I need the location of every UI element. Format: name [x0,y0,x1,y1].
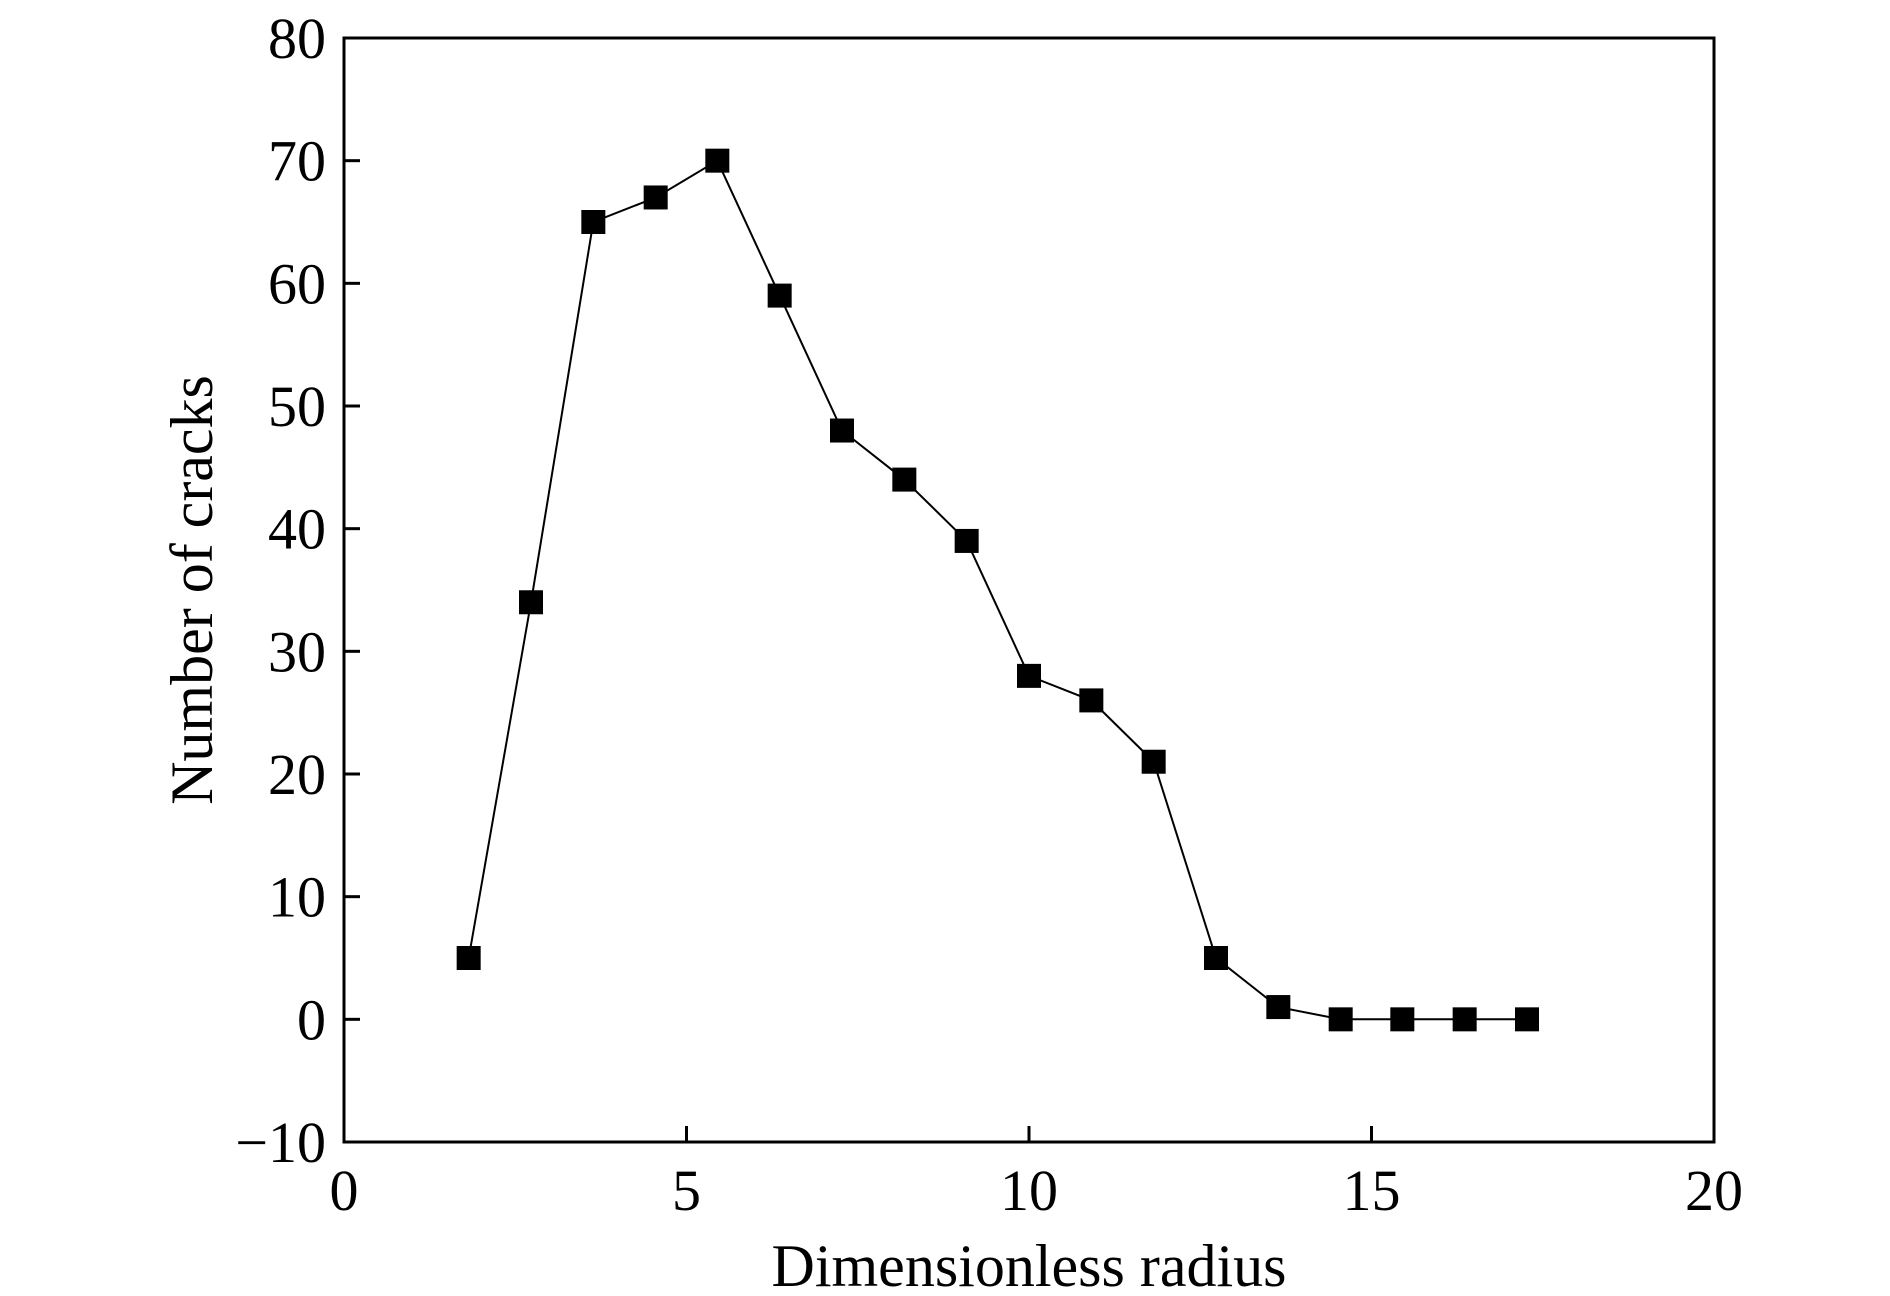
x-tick-label: 5 [672,1158,701,1223]
data-point [1017,663,1041,688]
plot-frame [342,36,1716,1144]
y-tick-label: 70 [268,129,326,194]
data-point [829,418,854,443]
y-tick-label: 40 [268,497,326,562]
y-tick-label: 80 [268,6,326,71]
x-tick-label: 20 [1685,1158,1743,1223]
data-point [767,283,792,308]
data-point [519,590,544,615]
y-tick-label: −10 [235,1110,326,1175]
y-tick-label: 10 [268,865,326,930]
data-point [1204,946,1229,970]
data-point [581,210,606,234]
data-point [954,528,979,553]
series-line [467,159,1527,1021]
data-point [705,148,730,173]
data-point [643,185,668,210]
series-line-group [467,159,1527,1021]
x-tick-label: 15 [1343,1158,1401,1223]
data-point [1266,995,1291,1020]
y-tick-label: 30 [268,619,326,684]
y-axis-title: Number of cracks [159,375,225,805]
data-point [1514,1007,1539,1032]
x-tick-label: 0 [330,1158,359,1223]
data-point [1328,1007,1353,1032]
y-tick-label: 20 [268,742,326,807]
y-tick-label: 50 [268,374,326,439]
y-tick-label: 60 [268,251,326,316]
data-point [1141,749,1166,774]
y-tick-label: 0 [297,987,326,1052]
data-point [1390,1007,1415,1032]
x-axis-title: Dimensionless radius [772,1233,1287,1296]
data-point [1452,1007,1477,1032]
y-axis-ticks: −10 0 10 20 30 40 50 60 70 80 [235,6,360,1175]
data-point [456,946,481,970]
data-point [1079,688,1104,713]
x-tick-label: 10 [1000,1158,1058,1223]
data-point [892,467,917,492]
series-points-group [456,148,1539,1032]
x-axis-ticks: 0 5 10 15 20 [330,1126,1743,1223]
